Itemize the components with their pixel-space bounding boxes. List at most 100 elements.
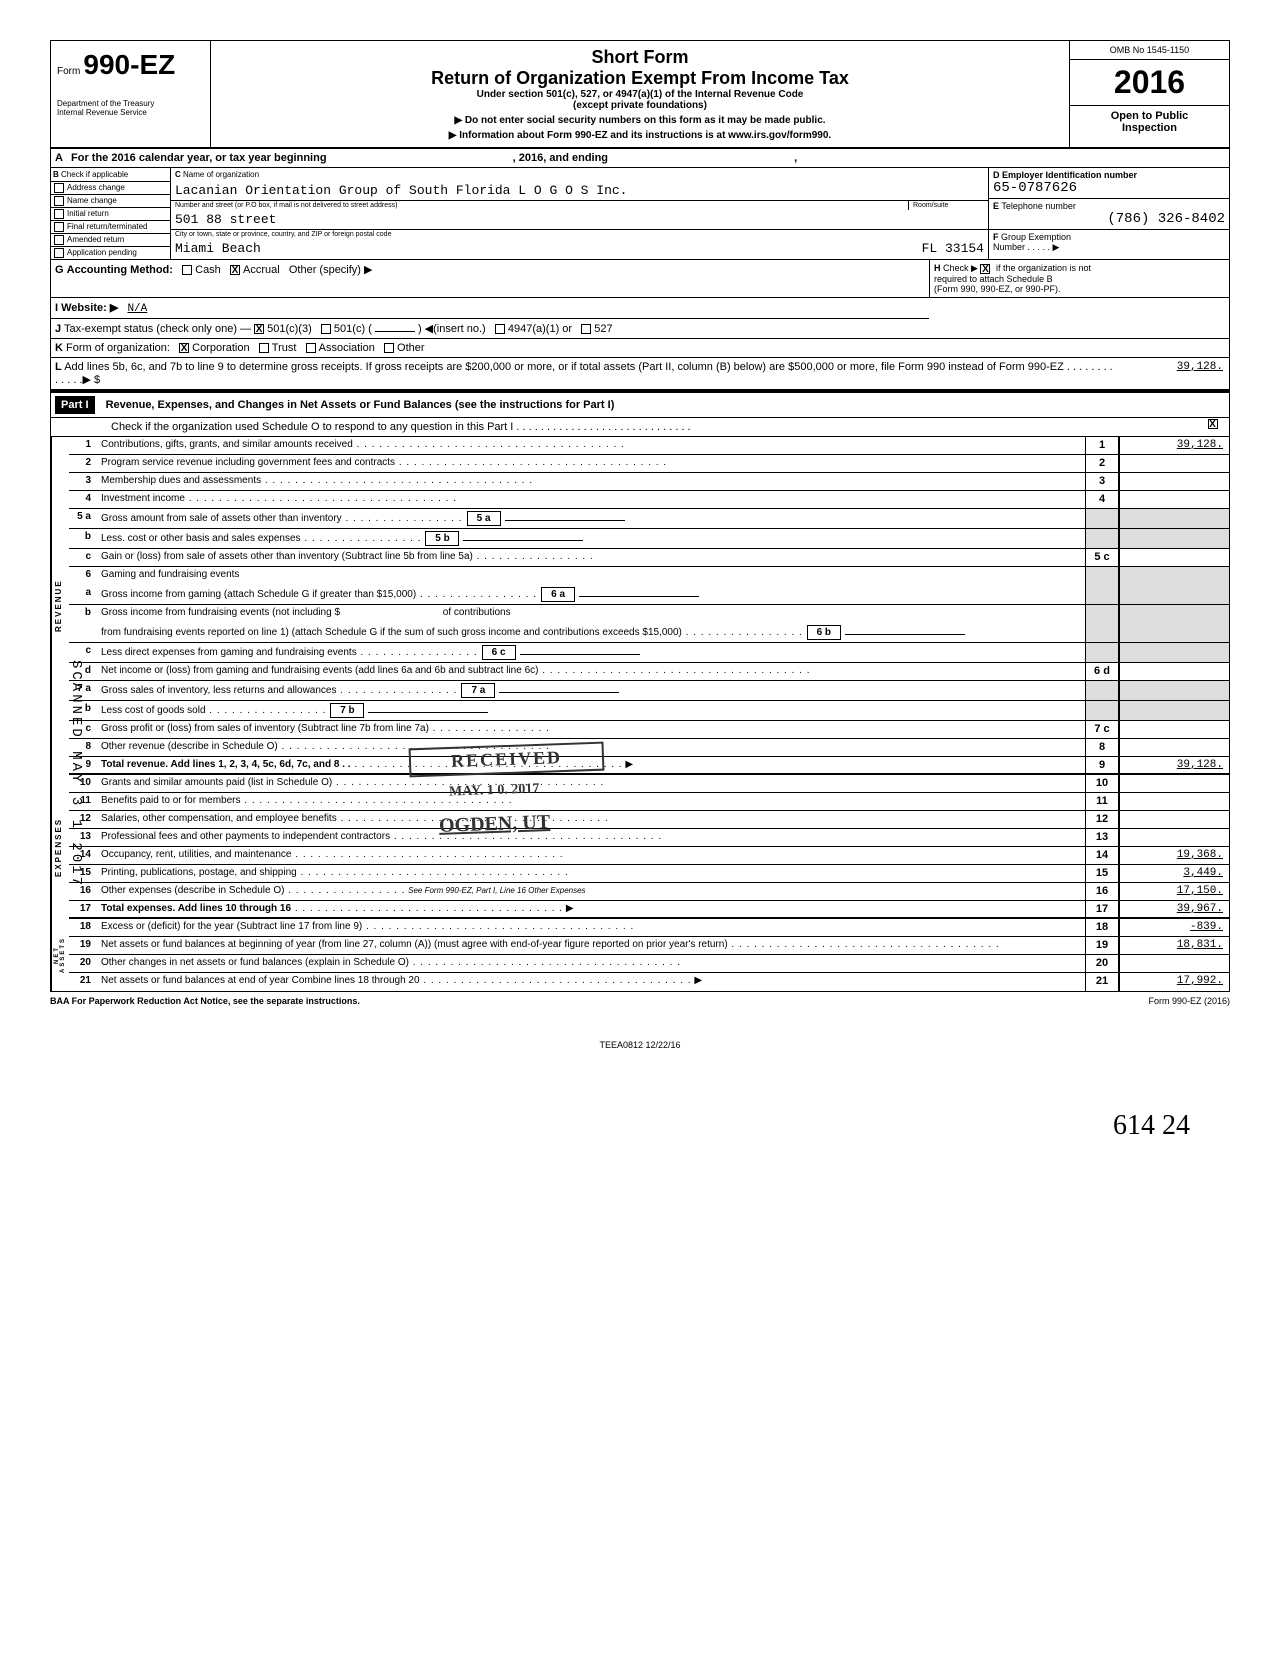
line-5c-box: 5 c bbox=[1085, 549, 1119, 566]
form-header: Form 990-EZ Department of the Treasury I… bbox=[51, 41, 1229, 149]
opt-corp: Corporation bbox=[192, 342, 249, 354]
check-schedule-o[interactable]: X bbox=[1208, 419, 1218, 429]
dept-line: Department of the Treasury Internal Reve… bbox=[57, 99, 204, 117]
opt-527: 527 bbox=[594, 323, 612, 335]
line-5c-amt bbox=[1119, 549, 1229, 566]
part1-label: Part I bbox=[55, 396, 95, 414]
line-16-desc: Other expenses (describe in Schedule O) bbox=[101, 885, 284, 896]
line-12-amt bbox=[1119, 811, 1229, 828]
org-name: Lacanian Orientation Group of South Flor… bbox=[171, 181, 988, 201]
section-a-end: , bbox=[794, 152, 797, 164]
line-6b-box: 6 b bbox=[807, 625, 841, 640]
line-15-desc: Printing, publications, postage, and shi… bbox=[101, 867, 297, 878]
part1-check-text: Check if the organization used Schedule … bbox=[111, 421, 691, 433]
line-6-rbox bbox=[1085, 567, 1119, 585]
line-6b-rbox2 bbox=[1085, 623, 1119, 642]
form-990ez: Form 990-EZ Department of the Treasury I… bbox=[50, 40, 1230, 992]
line-6a-rbox bbox=[1085, 585, 1119, 604]
line-14-amt: 19,368. bbox=[1119, 847, 1229, 864]
line-21-box: 21 bbox=[1085, 973, 1119, 991]
note2: ▶ Information about Form 990-EZ and its … bbox=[219, 130, 1061, 141]
line-6b-rbox bbox=[1085, 605, 1119, 623]
line-10-num: 10 bbox=[69, 775, 97, 792]
line-3-amt bbox=[1119, 473, 1229, 490]
check-final[interactable] bbox=[54, 222, 64, 232]
phone-label: Telephone number bbox=[1001, 201, 1076, 211]
line-19-amt: 18,831. bbox=[1119, 937, 1229, 954]
check-501c3[interactable]: X bbox=[254, 324, 264, 334]
section-l-label: L bbox=[55, 361, 62, 373]
subtitle2: (except private foundations) bbox=[219, 100, 1061, 111]
line-17-box: 17 bbox=[1085, 901, 1119, 917]
line-13-desc: Professional fees and other payments to … bbox=[101, 831, 390, 842]
line-6d-box: 6 d bbox=[1085, 663, 1119, 680]
line-5b-rbox bbox=[1085, 529, 1119, 548]
check-other-org[interactable] bbox=[384, 343, 394, 353]
line-1-desc: Contributions, gifts, grants, and simila… bbox=[101, 439, 353, 450]
check-amended[interactable] bbox=[54, 235, 64, 245]
line-3-num: 3 bbox=[69, 473, 97, 490]
check-4947[interactable] bbox=[495, 324, 505, 334]
line-11-box: 11 bbox=[1085, 793, 1119, 810]
line-5c-desc: Gain or (loss) from sale of assets other… bbox=[101, 551, 473, 562]
line-1-box: 1 bbox=[1085, 437, 1119, 454]
section-a-text: For the 2016 calendar year, or tax year … bbox=[71, 152, 327, 164]
check-pending[interactable] bbox=[54, 248, 64, 258]
line-16-amt: 17,150. bbox=[1119, 883, 1229, 900]
omb-number: OMB No 1545-1150 bbox=[1070, 41, 1229, 60]
check-cash[interactable] bbox=[182, 265, 192, 275]
check-trust[interactable] bbox=[259, 343, 269, 353]
tax-status-label: Tax-exempt status (check only one) — bbox=[64, 323, 251, 335]
check-501c[interactable] bbox=[321, 324, 331, 334]
section-b-header: Check if applicable bbox=[61, 170, 128, 179]
addr-label: Number and street (or P.O box, if mail i… bbox=[171, 201, 908, 210]
h-text3: required to attach Schedule B bbox=[934, 274, 1053, 284]
line-10-amt bbox=[1119, 775, 1229, 792]
line-6d-desc: Net income or (loss) from gaming and fun… bbox=[101, 665, 538, 676]
form-label: Form bbox=[57, 66, 80, 77]
line-18-amt: -839. bbox=[1119, 919, 1229, 936]
website-label: Website: ▶ bbox=[61, 302, 118, 314]
gross-receipts: 39,128. bbox=[1119, 358, 1229, 389]
line-8-num: 8 bbox=[69, 739, 97, 756]
group-exemption: Group Exemption Number . . . . . ▶ bbox=[993, 232, 1071, 252]
line-7b-rbox bbox=[1085, 701, 1119, 720]
line-7a-rbox bbox=[1085, 681, 1119, 700]
opt-501c: 501(c) ( bbox=[334, 323, 372, 335]
line-3-desc: Membership dues and assessments bbox=[101, 475, 261, 486]
opt-trust: Trust bbox=[272, 342, 297, 354]
section-c-label: C bbox=[175, 170, 181, 179]
section-a-label: A bbox=[51, 149, 67, 167]
check-address[interactable] bbox=[54, 183, 64, 193]
part1-header: Part I Revenue, Expenses, and Changes in… bbox=[51, 391, 1229, 418]
note1: ▶ Do not enter social security numbers o… bbox=[219, 115, 1061, 126]
opt-501c-insert: ) ◀(insert no.) bbox=[418, 323, 486, 335]
line-11-num: 11 bbox=[69, 793, 97, 810]
line-13-amt bbox=[1119, 829, 1229, 846]
check-association[interactable] bbox=[306, 343, 316, 353]
line-17-num: 17 bbox=[69, 901, 97, 917]
opt-other: Other bbox=[397, 342, 425, 354]
check-schedule-b[interactable]: X bbox=[980, 264, 990, 274]
line-9-box: 9 bbox=[1085, 757, 1119, 773]
h-text4: (Form 990, 990-EZ, or 990-PF). bbox=[934, 284, 1061, 294]
line-17-desc: Total expenses. Add lines 10 through 16 bbox=[101, 903, 291, 914]
line-6-amt bbox=[1119, 567, 1229, 585]
check-527[interactable] bbox=[581, 324, 591, 334]
check-name[interactable] bbox=[54, 196, 64, 206]
line-5b-box: 5 b bbox=[425, 531, 459, 546]
tax-year: 2016 bbox=[1070, 60, 1229, 105]
website-value: N/A bbox=[127, 303, 147, 315]
check-accrual[interactable]: X bbox=[230, 265, 240, 275]
section-k-label: K bbox=[55, 342, 63, 354]
subtitle1: Under section 501(c), 527, or 4947(a)(1)… bbox=[219, 89, 1061, 100]
line-18-desc: Excess or (deficit) for the year (Subtra… bbox=[101, 921, 362, 932]
line-5b-desc: Less. cost or other basis and sales expe… bbox=[101, 533, 301, 544]
line-15-amt: 3,449. bbox=[1119, 865, 1229, 882]
opt-501c3: 501(c)(3) bbox=[267, 323, 312, 335]
line-8-desc: Other revenue (describe in Schedule O) bbox=[101, 741, 278, 752]
h-text1: Check ▶ bbox=[943, 263, 978, 273]
check-corporation[interactable]: X bbox=[179, 343, 189, 353]
check-initial[interactable] bbox=[54, 209, 64, 219]
line-16-note: See Form 990-EZ, Part I, Line 16 Other E… bbox=[408, 886, 585, 895]
